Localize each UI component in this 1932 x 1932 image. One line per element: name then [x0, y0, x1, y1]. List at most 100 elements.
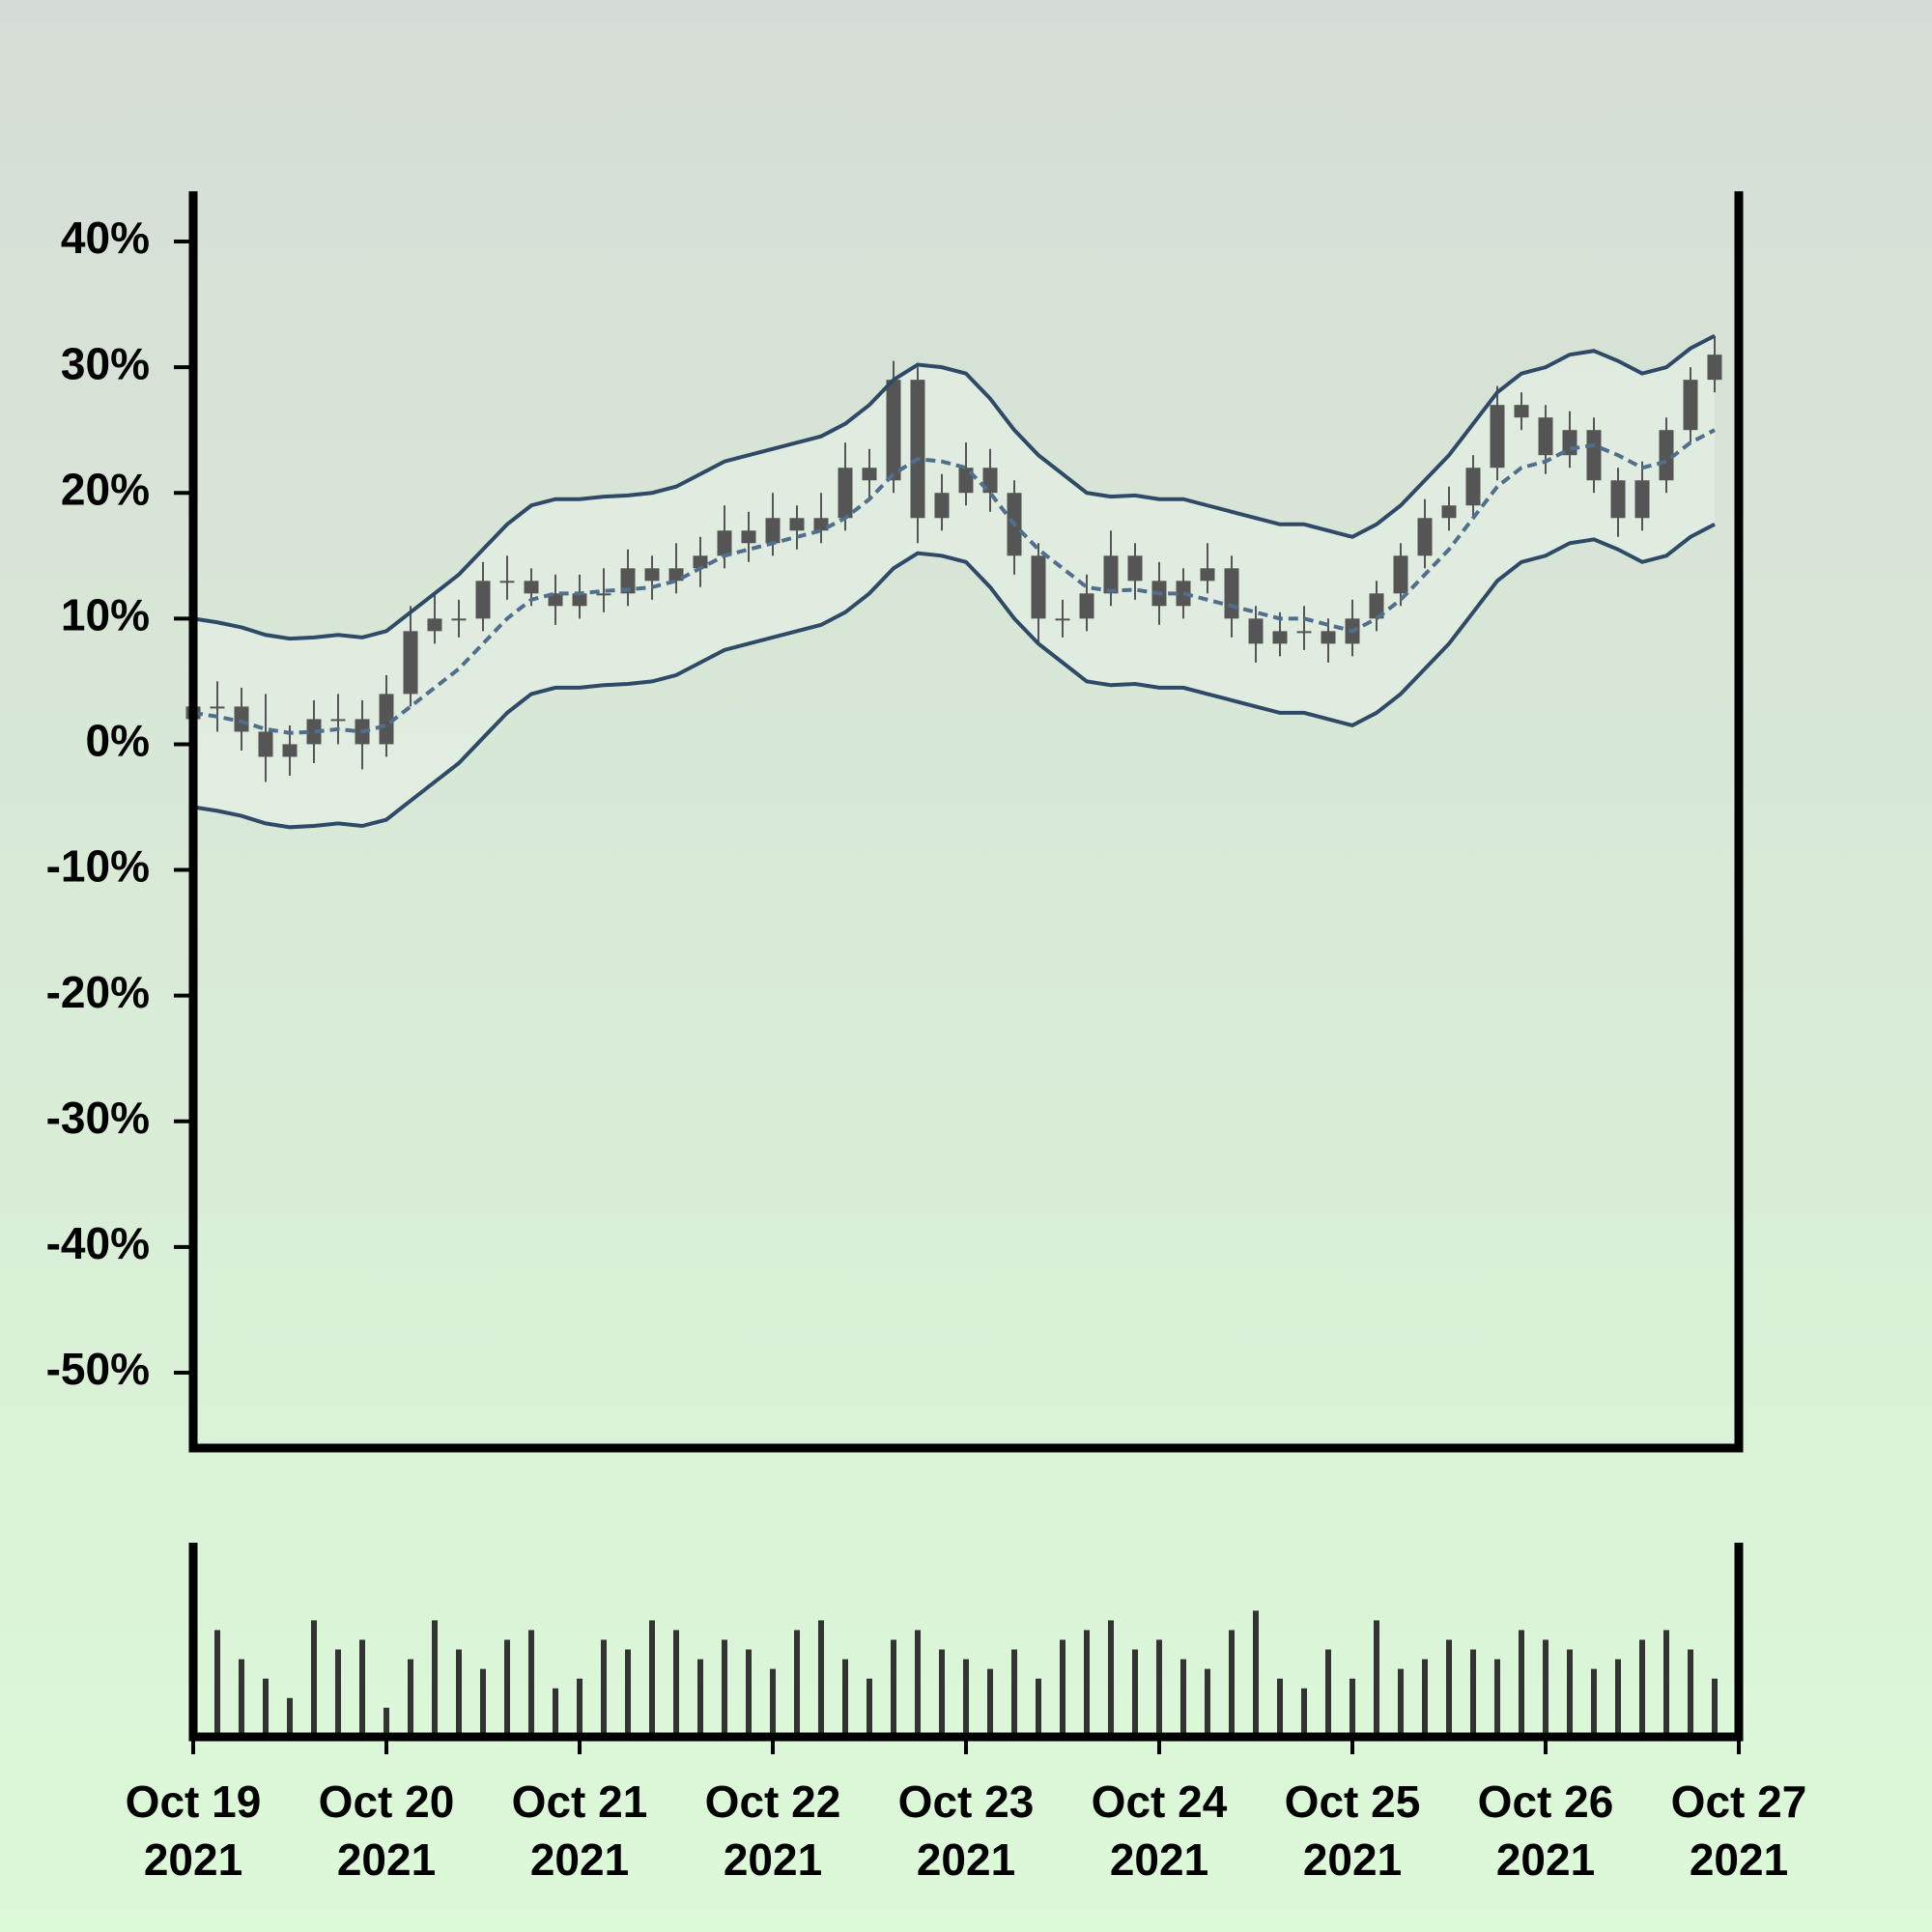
- volume-bar: [770, 1668, 776, 1737]
- candle-body: [1296, 631, 1312, 634]
- volume-bar: [1301, 1688, 1307, 1737]
- volume-bar: [697, 1659, 703, 1737]
- upper-band: [192, 333, 1716, 641]
- volume-bar: [1688, 1649, 1693, 1737]
- candle-body: [765, 518, 781, 544]
- volume-bar: [1132, 1649, 1138, 1737]
- volume-bar: [1253, 1610, 1259, 1737]
- candle-body: [1127, 555, 1143, 582]
- volume-bar: [1205, 1668, 1210, 1737]
- volume-bar: [1567, 1649, 1573, 1737]
- volume-bar: [1156, 1639, 1162, 1737]
- y-tick-label: 20%: [61, 464, 150, 514]
- y-tick-label: -20%: [46, 967, 150, 1017]
- candle-body: [282, 744, 298, 757]
- volume-bar: [553, 1688, 558, 1737]
- y-tick-label: 30%: [61, 338, 150, 388]
- x-tick-label: Oct 23 2021: [897, 1776, 1035, 1885]
- candle-body: [741, 530, 756, 544]
- candle-body: [789, 518, 805, 531]
- volume-bar: [480, 1668, 486, 1737]
- candle-body: [475, 581, 491, 619]
- candle-body: [1465, 468, 1481, 506]
- candle-body: [234, 706, 249, 732]
- volume-bar: [359, 1639, 365, 1737]
- volume-bar: [1060, 1639, 1065, 1737]
- volume-bar: [287, 1697, 293, 1737]
- candle-body: [644, 568, 660, 582]
- candle-body: [330, 719, 346, 722]
- x-tick-label: Oct 25 2021: [1284, 1776, 1421, 1885]
- volume-bar: [504, 1639, 510, 1737]
- candle-body: [258, 731, 273, 757]
- volume-bar: [794, 1630, 800, 1737]
- volume-bar: [311, 1620, 317, 1737]
- x-tick-label: Oct 27 2021: [1670, 1776, 1807, 1885]
- volume-bar: [987, 1668, 993, 1737]
- volume-bar: [1543, 1639, 1548, 1737]
- volume-bar: [1615, 1659, 1621, 1737]
- volume-bar: [1277, 1678, 1283, 1737]
- volume-bar: [1229, 1630, 1235, 1737]
- candle-body: [1272, 631, 1288, 644]
- candle-body: [1321, 631, 1336, 644]
- candle-body: [1707, 355, 1722, 381]
- volume-bar: [867, 1678, 872, 1737]
- candle-body: [1079, 593, 1094, 619]
- y-tick-label: -40%: [46, 1218, 150, 1268]
- candle-body: [1055, 618, 1070, 621]
- candle-body: [813, 518, 829, 531]
- volume-bar: [1494, 1659, 1500, 1737]
- volume-bar: [1591, 1668, 1597, 1737]
- volume-bar: [528, 1630, 534, 1737]
- volume-bar: [239, 1659, 244, 1737]
- volume-bar: [1180, 1659, 1186, 1737]
- y-tick-label: -50%: [46, 1344, 150, 1394]
- candle-body: [499, 581, 515, 583]
- volume-bar: [1663, 1630, 1669, 1737]
- candle-body: [210, 706, 225, 709]
- volume-bar: [601, 1639, 607, 1737]
- candle-body: [1659, 430, 1674, 481]
- x-tick-label: Oct 20 2021: [318, 1776, 455, 1885]
- volume-bar: [722, 1639, 727, 1737]
- x-tick-label: Oct 22 2021: [704, 1776, 841, 1885]
- candle-body: [524, 581, 539, 594]
- volume-bar: [891, 1639, 896, 1737]
- volume-bar: [263, 1678, 269, 1737]
- volume-bar: [842, 1659, 848, 1737]
- volume-bar: [1446, 1639, 1452, 1737]
- candle-body: [1369, 593, 1384, 619]
- candle-body: [1248, 618, 1264, 644]
- volume-bar: [939, 1649, 945, 1737]
- candle-body: [862, 468, 877, 481]
- candle-body: [548, 593, 563, 607]
- candle-body: [1176, 581, 1191, 607]
- candle-body: [1514, 405, 1529, 418]
- y-tick-label: 10%: [61, 589, 150, 639]
- volume-bar: [1470, 1649, 1476, 1737]
- candle-body: [1103, 555, 1119, 594]
- candle-body: [1417, 518, 1433, 556]
- candle-body: [1224, 568, 1239, 619]
- lower-band: [192, 522, 1716, 830]
- candle-body: [427, 618, 442, 632]
- y-tick-label: -30%: [46, 1093, 150, 1143]
- volume-bar: [1108, 1620, 1114, 1737]
- volume-bar: [456, 1649, 462, 1737]
- volume-bar: [1084, 1630, 1090, 1737]
- candle-body: [910, 380, 925, 519]
- candle-body: [1610, 480, 1626, 519]
- volume-bar: [214, 1630, 220, 1737]
- candle-body: [306, 719, 322, 745]
- volume-bar: [673, 1630, 679, 1737]
- volume-bar: [1325, 1649, 1331, 1737]
- volume-bar: [408, 1659, 413, 1737]
- candle-body: [668, 568, 684, 582]
- candle-body: [620, 568, 636, 594]
- candle-body: [379, 694, 394, 745]
- volume-bar: [577, 1678, 582, 1737]
- candle-body: [1441, 505, 1457, 519]
